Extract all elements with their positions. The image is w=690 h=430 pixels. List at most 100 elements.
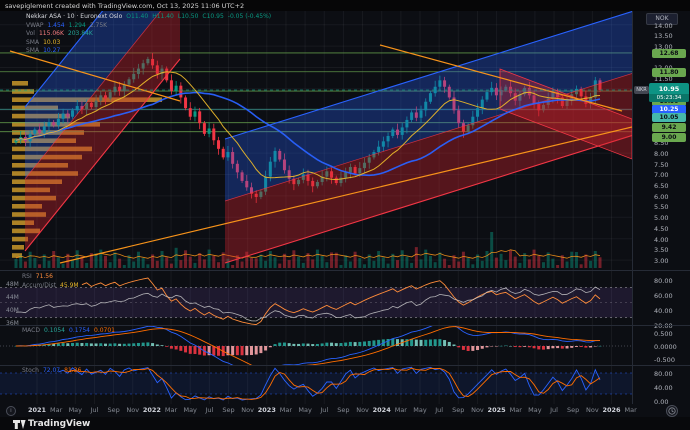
legend-value: 115.06K (38, 30, 64, 37)
legend-value: 203.84K (67, 30, 93, 37)
legend-row[interactable]: MACD 0.1054 0.1754 0.0701 (22, 327, 115, 334)
attribution-text: savepiglement created with TradingView.c… (5, 2, 245, 10)
accum-dist-left-tick: 48M (6, 281, 19, 288)
legend-row[interactable]: Stoch 72.07 81.36 (22, 367, 81, 374)
legend-label: VWAP (26, 21, 44, 29)
time-label-month[interactable]: Nov (586, 406, 599, 414)
legend-row[interactable]: SMA 10.03 (26, 39, 271, 46)
panel-separator[interactable] (0, 325, 690, 326)
price-tick: 3.50 (654, 246, 669, 255)
info-circle-icon[interactable]: i (6, 406, 16, 416)
time-label-year[interactable]: 2026 (602, 406, 621, 414)
legend-value: H11.40 (152, 13, 174, 20)
legend-value: 10.27 (43, 47, 61, 54)
time-label-month[interactable]: Sep (337, 406, 350, 414)
clock-icon[interactable] (666, 405, 678, 417)
symbol-legend[interactable]: Nekkar ASA · 10 · Euronext Oslo O11.40 H11… (26, 13, 271, 56)
indicator-tick: -0.500 (654, 355, 675, 364)
price-tick: 3.00 (654, 256, 669, 265)
legend-row[interactable]: Vol 115.06K 203.84K (26, 30, 271, 37)
indicator-tick: 40.00 (654, 306, 673, 315)
axis-divider (632, 11, 633, 404)
price-level-badge: 10.25 (652, 105, 686, 114)
time-label-month[interactable]: Mar (50, 406, 63, 414)
time-label-month[interactable]: Jul (90, 406, 99, 414)
time-label-month[interactable]: May (183, 406, 197, 414)
footer-bar: TradingView (0, 417, 690, 430)
legend-row[interactable]: Nekkar ASA · 10 · Euronext Oslo O11.40 H11… (26, 13, 271, 20)
time-label-year[interactable]: 2025 (487, 406, 506, 414)
legend-row[interactable]: VWAP 1.454 1.294 2.75K (26, 22, 271, 29)
rsi-panel-chart[interactable] (0, 271, 632, 325)
price-tick: 7.50 (654, 160, 669, 169)
time-label-month[interactable]: May (298, 406, 312, 414)
price-level-badge: 12.68 (652, 49, 686, 58)
legend-value: O11.40 (126, 13, 149, 20)
time-label-month[interactable]: May (413, 406, 427, 414)
price-tick: 11.50 (654, 75, 673, 83)
tradingview-logo-icon[interactable] (12, 419, 26, 430)
time-label-month[interactable]: Jul (550, 406, 558, 414)
time-label-month[interactable]: Mar (279, 406, 293, 414)
time-label-month[interactable]: Jul (435, 406, 444, 414)
indicator-tick: 0.00 (654, 397, 669, 406)
legend-label: SMA (26, 47, 40, 54)
time-label-month[interactable]: Nov (356, 406, 369, 414)
stoch-panel-chart[interactable] (0, 366, 632, 404)
indicator-tick: 60.00 (654, 291, 673, 300)
legend-label: RSI (22, 273, 32, 280)
legend-label: Vol (26, 30, 35, 37)
attribution-bar: savepiglement created with TradingView.c… (0, 0, 690, 11)
price-tick: 14.00 (654, 21, 673, 30)
time-label-month[interactable]: Nov (471, 406, 484, 414)
time-label-month[interactable]: Mar (509, 406, 522, 414)
time-label-year[interactable]: 2023 (257, 406, 276, 414)
price-level-badge: 11.80 (652, 68, 686, 77)
time-label-month[interactable]: Nov (126, 406, 140, 414)
legend-value: 45.9M (60, 281, 79, 289)
legend-row[interactable]: RSI 71.56 (22, 273, 79, 280)
legend-row[interactable]: SMA 10.27 (26, 47, 271, 54)
time-label-month[interactable]: Mar (164, 406, 178, 414)
macd-panel-chart[interactable] (0, 326, 632, 365)
legend-value: 72.07 (42, 367, 61, 374)
stoch-legend[interactable]: Stoch 72.07 81.36 (22, 367, 81, 376)
legend-value: 0.1054 (44, 327, 65, 334)
time-label-year[interactable]: 2022 (142, 406, 161, 414)
price-tick: 6.50 (654, 182, 669, 190)
time-label-month[interactable]: Jul (205, 406, 214, 414)
time-label-month[interactable]: Sep (567, 406, 580, 414)
legend-label: SMA (26, 38, 40, 46)
legend-row[interactable]: Accum/Dist 45.9M (22, 282, 79, 289)
time-axis[interactable]: i 2021 Mar May Jul Sep Nov 2022 Mar May Jul Sep Nov… (0, 404, 690, 417)
indicator-tick: 0.0000 (654, 342, 677, 351)
price-tick: 6.00 (654, 192, 669, 201)
tradingview-brand[interactable]: TradingView (28, 419, 91, 429)
legend-value: 0.1754 (69, 327, 90, 334)
time-label-month[interactable]: Sep (452, 406, 465, 414)
legend-value: 2.75K (89, 21, 108, 29)
currency-button[interactable]: NOK (646, 13, 678, 25)
time-label-month[interactable]: Mar (394, 406, 407, 414)
time-label-month[interactable]: Mar (624, 406, 637, 414)
legend-value: L10.50 (177, 13, 199, 20)
price-level-badge: 10.05 (652, 113, 686, 122)
panel-separator[interactable] (0, 270, 690, 271)
macd-legend[interactable]: MACD 0.1054 0.1754 0.0701 (22, 327, 115, 336)
price-axis[interactable]: NOK 14.0013.5013.0012.0011.508.508.007.5… (632, 11, 690, 406)
time-label-year[interactable]: 2021 (27, 406, 47, 414)
time-label-year[interactable]: 2024 (372, 406, 391, 414)
time-label-month[interactable]: Sep (222, 406, 235, 414)
main-price-chart[interactable] (0, 11, 632, 270)
bar-countdown: 05:23:34 (649, 94, 689, 102)
time-label-month[interactable]: Nov (241, 406, 254, 414)
rsi-legend[interactable]: RSI 71.56 Accum/Dist 45.9M (22, 273, 79, 290)
time-label-month[interactable]: May (528, 406, 542, 414)
time-label-month[interactable]: Jul (320, 406, 329, 414)
time-label-month[interactable]: May (68, 406, 83, 414)
panel-separator[interactable] (0, 365, 690, 366)
time-label-month[interactable]: Sep (107, 406, 120, 414)
legend-label: Stoch (22, 367, 39, 374)
price-tick: 5.00 (654, 214, 669, 223)
